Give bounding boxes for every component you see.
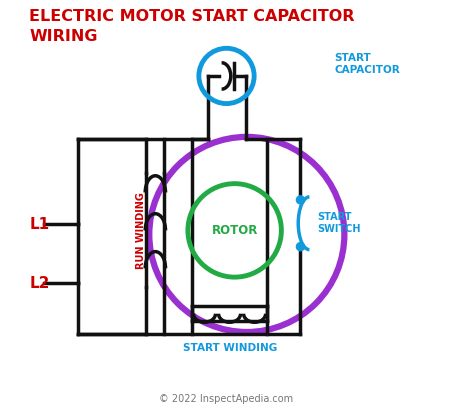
Text: RUN WINDING: RUN WINDING bbox=[136, 192, 146, 269]
Text: ROTOR: ROTOR bbox=[212, 224, 258, 237]
Text: START
SWITCH: START SWITCH bbox=[318, 213, 361, 234]
Circle shape bbox=[296, 243, 304, 251]
Text: L1: L1 bbox=[29, 217, 49, 232]
Circle shape bbox=[296, 196, 304, 204]
Text: START WINDING: START WINDING bbox=[183, 343, 278, 353]
Text: START
CAPACITOR: START CAPACITOR bbox=[334, 53, 400, 75]
Text: © 2022 InspectApedia.com: © 2022 InspectApedia.com bbox=[159, 394, 294, 404]
Text: ELECTRIC MOTOR START CAPACITOR: ELECTRIC MOTOR START CAPACITOR bbox=[29, 9, 355, 24]
Text: L2: L2 bbox=[29, 276, 50, 291]
Text: WIRING: WIRING bbox=[29, 29, 98, 44]
